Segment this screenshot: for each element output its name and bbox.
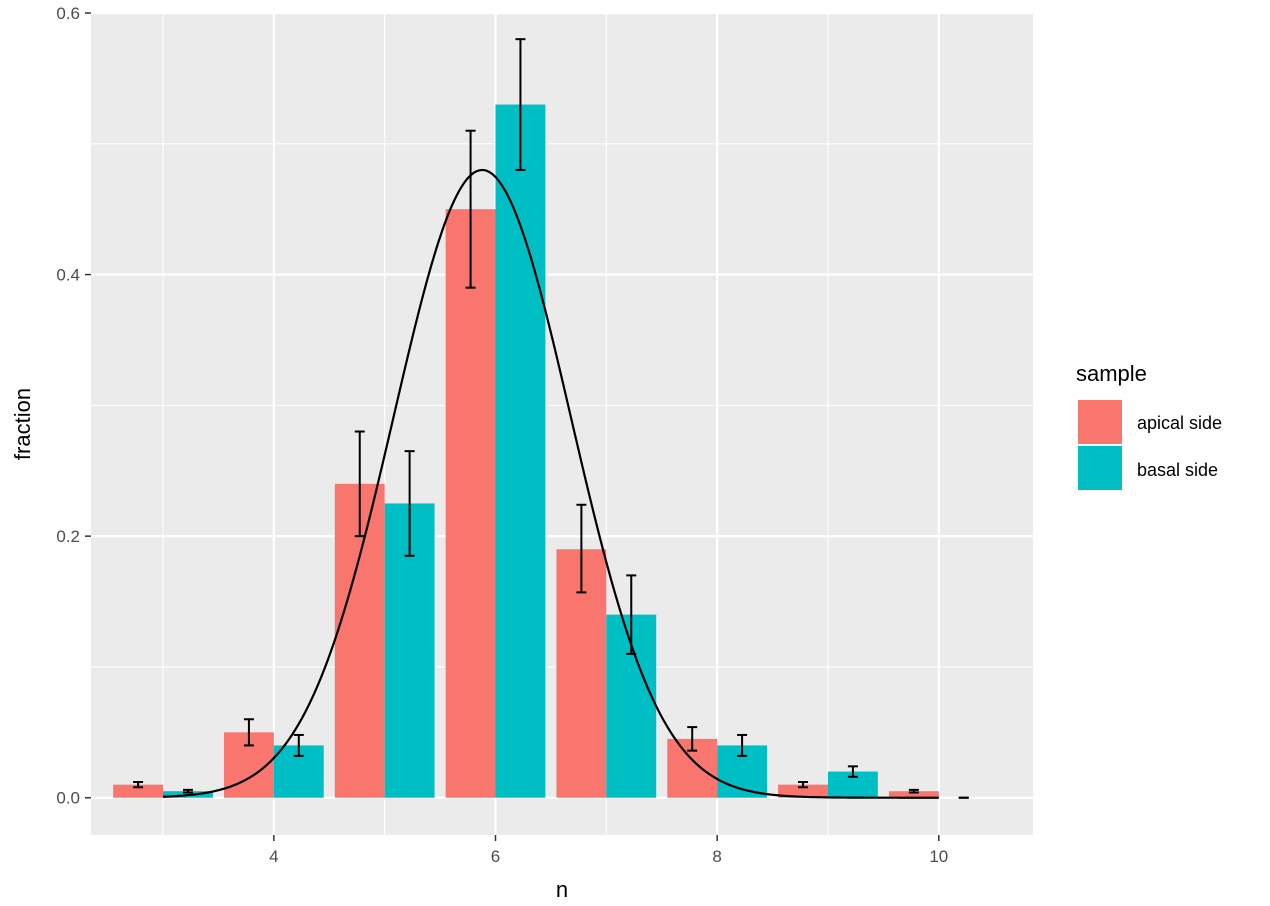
legend-key-basal [1078, 446, 1122, 490]
error-bars [133, 38, 969, 799]
y-tick-label: 0.6 [56, 4, 80, 23]
bar-apical [778, 784, 828, 798]
y-tick-label: 0.2 [56, 527, 80, 546]
bar-apical [113, 784, 164, 798]
legend-title: sample [1076, 361, 1147, 386]
y-tick-label: 0.0 [56, 789, 80, 808]
minor-gridlines [91, 13, 1033, 835]
fit-curve-line [162, 168, 939, 799]
bars [113, 104, 939, 798]
legend-key-apical [1078, 400, 1122, 444]
bar-apical [888, 791, 939, 798]
x-tick-label: 6 [491, 847, 500, 866]
tick-labels: 4 6 8 10 0.0 0.2 0.4 0.6 [56, 4, 948, 866]
x-tick-label: 8 [712, 847, 721, 866]
axis-ticks [85, 12, 940, 841]
legend: sample apical side basal side [1076, 361, 1222, 490]
x-tick-label: 10 [929, 847, 948, 866]
x-axis-title: n [556, 877, 568, 902]
bar-apical [445, 209, 496, 798]
legend-label-basal: basal side [1137, 460, 1218, 480]
y-tick-label: 0.4 [56, 266, 80, 285]
x-tick-label: 4 [269, 847, 278, 866]
fit-curve [162, 168, 939, 799]
y-axis-title: fraction [10, 388, 35, 460]
bar-basal [495, 104, 546, 798]
legend-label-apical: apical side [1137, 413, 1222, 433]
